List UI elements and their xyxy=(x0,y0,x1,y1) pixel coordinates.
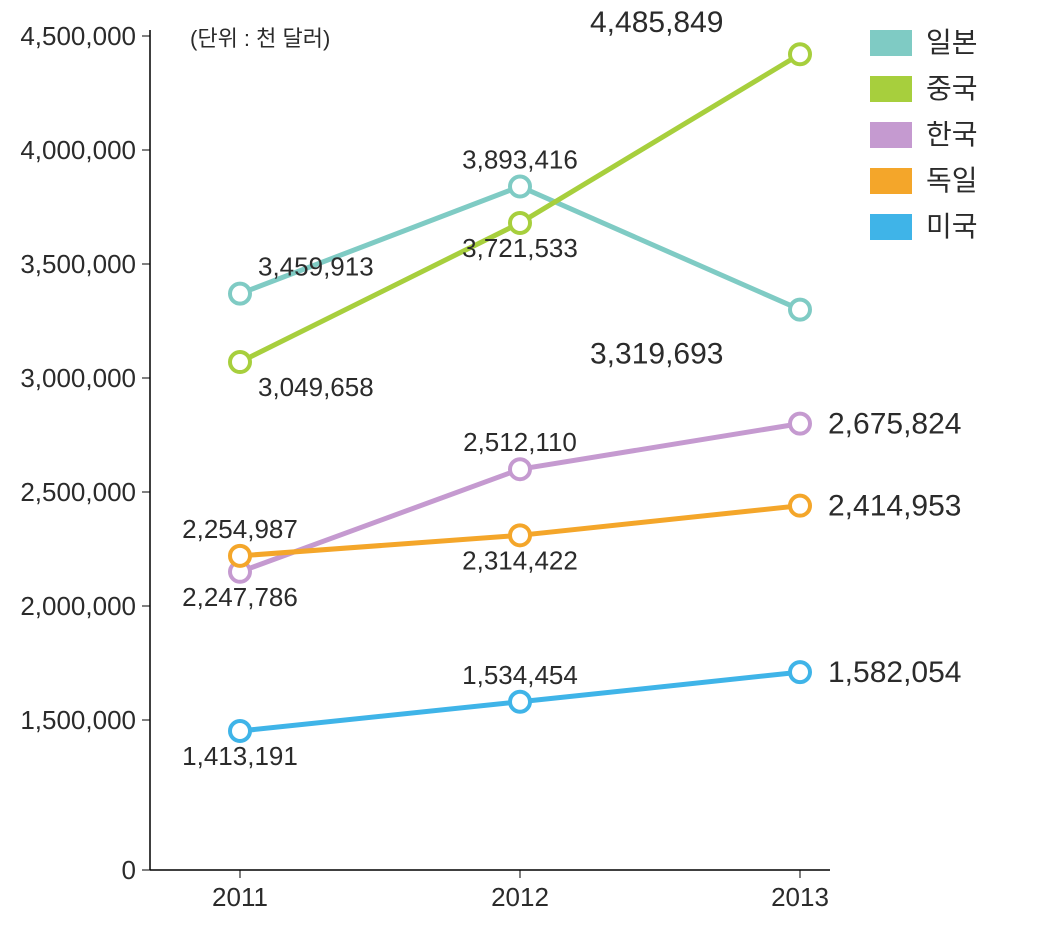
x-tick-label: 2012 xyxy=(491,882,549,912)
series-marker-china xyxy=(790,44,810,64)
y-tick-label: 4,000,000 xyxy=(20,135,136,165)
data-label-germany: 2,314,422 xyxy=(462,545,578,575)
y-tick-label: 0 xyxy=(122,855,136,885)
legend-swatch xyxy=(870,214,912,240)
legend-label: 중국 xyxy=(926,73,978,104)
data-label-japan: 3,319,693 xyxy=(590,338,723,371)
data-label-china: 4,485,849 xyxy=(590,6,723,39)
data-label-germany: 2,414,953 xyxy=(828,490,961,523)
data-label-china: 3,721,533 xyxy=(462,233,578,263)
legend-label: 일본 xyxy=(926,27,978,58)
series-marker-japan xyxy=(230,284,250,304)
series-marker-usa xyxy=(230,721,250,741)
legend-label: 미국 xyxy=(926,211,978,242)
y-tick-label: 1,500,000 xyxy=(20,705,136,735)
data-label-korea: 2,247,786 xyxy=(182,582,298,612)
data-label-china: 3,049,658 xyxy=(258,372,374,402)
y-tick-label: 2,000,000 xyxy=(20,591,136,621)
series-marker-china xyxy=(230,352,250,372)
legend-label: 한국 xyxy=(926,119,978,150)
series-marker-usa xyxy=(790,662,810,682)
x-tick-label: 2011 xyxy=(212,882,268,912)
series-line-china xyxy=(240,54,800,362)
series-marker-germany xyxy=(790,496,810,516)
line-chart: 0 1,500,000 2,000,000 2,500,000 3,000,000 3,5… xyxy=(0,0,1060,933)
x-tick-label: 2013 xyxy=(771,882,829,912)
series-marker-china xyxy=(510,213,530,233)
data-label-usa: 1,582,054 xyxy=(828,656,961,689)
unit-label: (단위 : 천 달러) xyxy=(190,26,330,51)
chart-container: 0 1,500,000 2,000,000 2,500,000 3,000,000 3,5… xyxy=(0,0,1060,933)
data-label-germany: 2,254,987 xyxy=(182,514,298,544)
y-tick-label: 4,500,000 xyxy=(20,21,136,51)
legend-swatch xyxy=(870,168,912,194)
data-label-korea: 2,675,824 xyxy=(828,408,961,441)
data-label-usa: 1,413,191 xyxy=(182,741,298,771)
legend-swatch xyxy=(870,122,912,148)
y-tick-label: 3,500,000 xyxy=(20,249,136,279)
legend-swatch xyxy=(870,30,912,56)
y-tick-label: 3,000,000 xyxy=(20,363,136,393)
data-label-usa: 1,534,454 xyxy=(462,660,578,690)
legend-label: 독일 xyxy=(926,165,978,196)
y-tick-label: 2,500,000 xyxy=(20,477,136,507)
series-marker-korea xyxy=(510,459,530,479)
data-label-japan: 3,459,913 xyxy=(258,252,374,282)
data-label-korea: 2,512,110 xyxy=(463,427,577,457)
series-marker-usa xyxy=(510,692,530,712)
series-marker-japan xyxy=(510,176,530,196)
data-label-japan: 3,893,416 xyxy=(462,144,578,174)
series-marker-japan xyxy=(790,300,810,320)
series-marker-germany xyxy=(510,525,530,545)
series-marker-korea xyxy=(790,414,810,434)
legend-swatch xyxy=(870,76,912,102)
series-marker-germany xyxy=(230,546,250,566)
